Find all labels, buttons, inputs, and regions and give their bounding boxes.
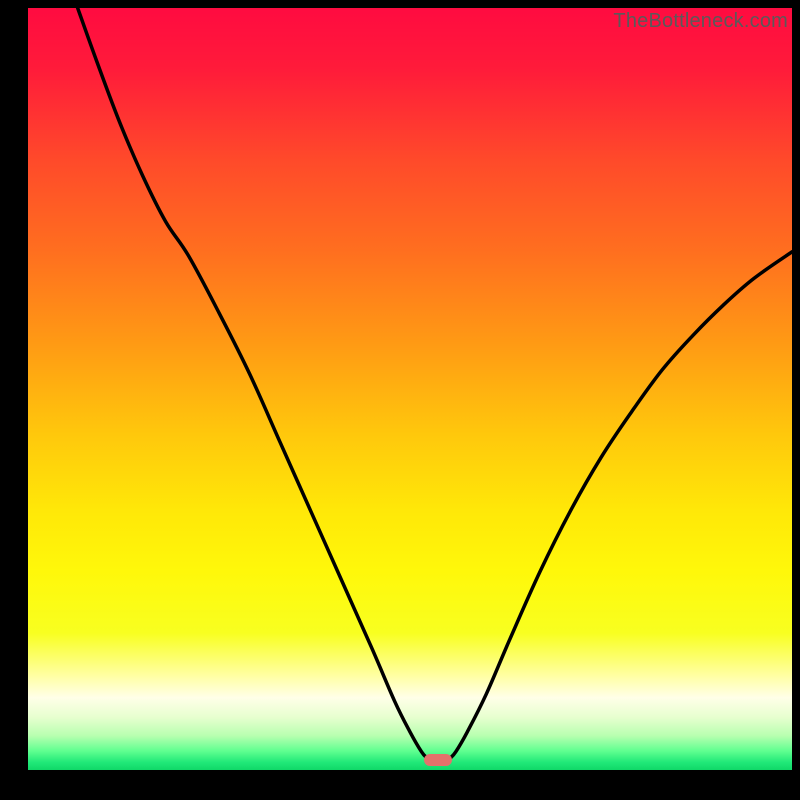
watermark-text: TheBottleneck.com: [613, 10, 788, 33]
optimal-marker: [424, 754, 452, 766]
bottleneck-curve: [28, 8, 792, 770]
chart-frame: TheBottleneck.com: [0, 0, 800, 800]
plot-area: [28, 8, 792, 770]
